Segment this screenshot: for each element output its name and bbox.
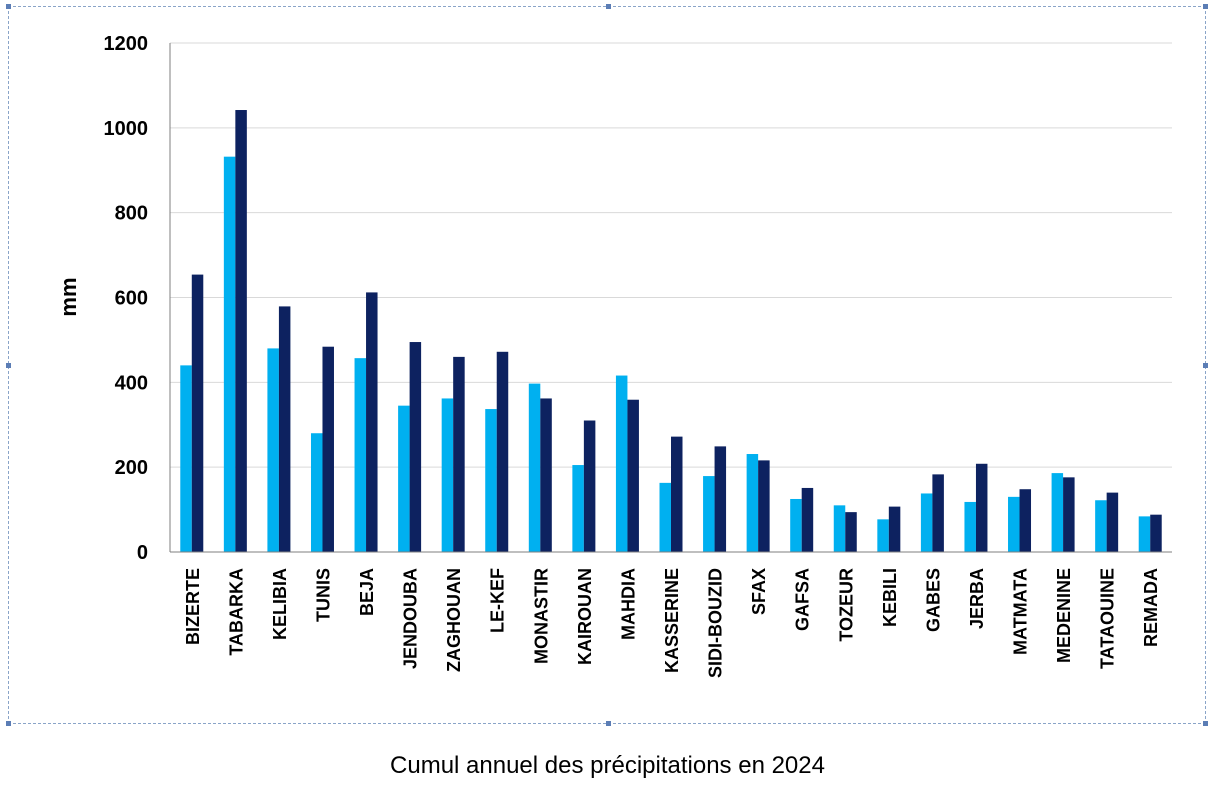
bar-series-1-le-kef (485, 409, 497, 552)
bar-series-1-kasserine (659, 482, 671, 552)
bar-series-1-kelibia (267, 348, 279, 552)
x-category-label: ZAGHOUAN (444, 568, 464, 672)
resize-handle-top-right[interactable] (1203, 4, 1208, 9)
bar-series-1-tabarka (223, 156, 236, 552)
resize-handle-right[interactable] (1203, 363, 1208, 368)
bar-series-2-matmata (1019, 489, 1032, 552)
x-category-label: TOZEUR (836, 568, 856, 642)
bar-series-1-sidi-bouzid (703, 476, 715, 552)
x-category-label: MATMATA (1011, 568, 1031, 655)
bar-series-1-mahdia (615, 375, 628, 552)
axes (169, 43, 1172, 553)
x-category-label: MEDENINE (1054, 568, 1074, 663)
bar-series-2-gafsa (801, 487, 814, 552)
bar-series-1-tozeur (833, 505, 846, 552)
bar-series-1-monastir (528, 383, 541, 552)
bar-series-1-gafsa (790, 498, 802, 552)
x-category-label: LE-KEF (488, 568, 508, 633)
y-tick-label: 400 (115, 372, 148, 394)
x-category-label: BEJA (357, 568, 377, 616)
bar-series-1-gabes (920, 493, 933, 552)
bar-series-2-monastir (540, 398, 552, 552)
bar-series-1-sfax (746, 454, 759, 552)
bar-series-2-tataouine (1106, 492, 1119, 552)
bar-series-1-beja (354, 358, 367, 552)
x-category-label: TATAOUINE (1098, 568, 1118, 669)
x-category-label: JERBA (967, 568, 987, 629)
bar-series-2-mahdia (627, 399, 639, 552)
x-category-label: BIZERTE (183, 568, 203, 645)
bar-series-2-beja (366, 292, 378, 552)
x-category-label: KEBILI (880, 568, 900, 627)
x-category-label: GABES (923, 568, 943, 632)
bar-series-1-medenine (1051, 473, 1064, 552)
resize-handle-bottom-left[interactable] (6, 721, 11, 726)
bar-series-2-bizerte (191, 274, 204, 552)
resize-handle-top[interactable] (606, 4, 611, 9)
y-tick-label: 800 (115, 203, 148, 225)
x-category-label: MONASTIR (531, 568, 551, 664)
bar-series-2-sidi-bouzid (714, 446, 727, 552)
bar-series-1-tunis (310, 433, 323, 552)
x-category-label: SIDI-BOUZID (706, 568, 726, 678)
bar-series-2-tunis (322, 346, 334, 552)
bar-series-1-kebili (877, 519, 889, 552)
bar-series-2-gabes (932, 474, 944, 552)
x-category-label: REMADA (1141, 568, 1161, 647)
chart-frame (6, 4, 1208, 726)
bar-series-1-tataouine (1095, 500, 1107, 552)
x-category-label: MAHDIA (618, 568, 638, 640)
bar-series-1-kairouan (572, 465, 584, 552)
y-tick-label: 600 (115, 288, 148, 310)
bar-series-2-tabarka (235, 110, 247, 552)
x-category-label: SFAX (749, 568, 769, 615)
resize-handle-bottom[interactable] (606, 721, 611, 726)
bar-series-2-jerba (975, 463, 988, 552)
bar-series-2-le-kef (496, 351, 509, 552)
y-tick-labels: 0 200 400 600 800 1000 1200 (104, 33, 149, 564)
bar-series-2-tozeur (845, 512, 857, 552)
chart-caption: Cumul annuel des précipitations en 2024 (390, 752, 825, 779)
bar-series-2-remada (1150, 514, 1162, 552)
bar-series-2-medenine (1063, 477, 1075, 552)
bar-series-2-kasserine (671, 436, 683, 552)
x-category-label: GAFSA (793, 568, 813, 631)
x-category-label: KAIROUAN (575, 568, 595, 665)
bar-series-1-jerba (964, 501, 976, 552)
bar-series-2-kebili (888, 506, 901, 552)
grid-lines (170, 42, 1172, 468)
x-category-label: JENDOUBA (401, 568, 421, 669)
y-tick-label: 0 (137, 542, 148, 564)
x-category-label: TABARKA (226, 568, 246, 656)
x-category-label: KASSERINE (662, 568, 682, 673)
x-category-label: KELIBIA (270, 568, 290, 640)
resize-handle-left[interactable] (6, 363, 11, 368)
y-tick-label: 1000 (104, 118, 149, 140)
bar-series-2-kairouan (583, 420, 596, 552)
bar-series-2-sfax (758, 460, 770, 552)
y-tick-label: 1200 (104, 33, 149, 55)
bar-series-2-jendouba (409, 342, 422, 552)
bar-series-2-kelibia (278, 306, 291, 552)
bar-series-2-zaghouan (453, 356, 465, 552)
bar-series-1-bizerte (180, 365, 192, 552)
y-tick-label: 200 (115, 457, 148, 479)
resize-handle-top-left[interactable] (6, 4, 11, 9)
bar-series-1-zaghouan (441, 398, 454, 552)
y-axis-title: mm (56, 277, 81, 316)
bar-chart: 0 200 400 600 800 1000 1200 BIZERTE TABARKA KELI… (56, 33, 1172, 678)
bars (180, 110, 1162, 552)
x-category-labels: BIZERTE TABARKA KELIBIA TUNIS BEJA JENDOUBA ZA… (183, 568, 1161, 678)
bar-series-1-remada (1138, 516, 1151, 552)
bar-series-1-jendouba (398, 405, 410, 552)
resize-handle-bottom-right[interactable] (1203, 721, 1208, 726)
bar-series-1-matmata (1008, 496, 1020, 552)
x-category-label: TUNIS (313, 568, 333, 622)
